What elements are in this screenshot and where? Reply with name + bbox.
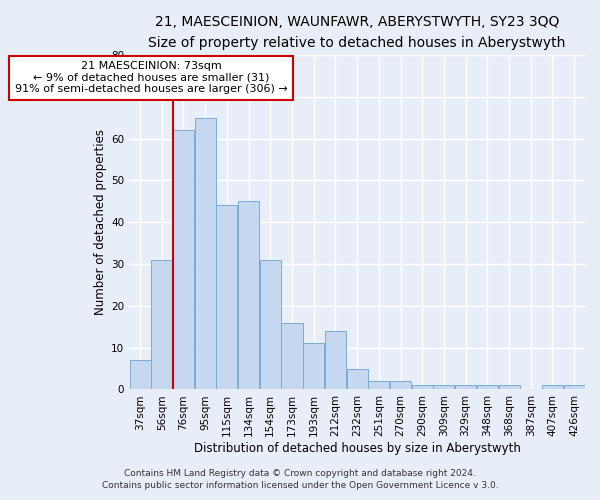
Bar xyxy=(281,322,302,390)
Bar xyxy=(325,331,346,390)
Bar xyxy=(347,368,368,390)
Bar xyxy=(151,260,172,390)
Bar xyxy=(499,386,520,390)
Bar xyxy=(455,386,476,390)
Bar xyxy=(194,118,216,390)
Bar xyxy=(542,386,563,390)
Y-axis label: Number of detached properties: Number of detached properties xyxy=(94,129,107,315)
Bar xyxy=(477,386,498,390)
Bar xyxy=(303,344,324,390)
Title: 21, MAESCEINION, WAUNFAWR, ABERYSTWYTH, SY23 3QQ
Size of property relative to de: 21, MAESCEINION, WAUNFAWR, ABERYSTWYTH, … xyxy=(148,15,566,50)
Text: Contains HM Land Registry data © Crown copyright and database right 2024.
Contai: Contains HM Land Registry data © Crown c… xyxy=(101,468,499,490)
Bar xyxy=(217,206,238,390)
Bar xyxy=(390,381,411,390)
Bar xyxy=(433,386,454,390)
Text: 21 MAESCEINION: 73sqm
← 9% of detached houses are smaller (31)
91% of semi-detac: 21 MAESCEINION: 73sqm ← 9% of detached h… xyxy=(14,61,287,94)
Bar xyxy=(412,386,433,390)
X-axis label: Distribution of detached houses by size in Aberystwyth: Distribution of detached houses by size … xyxy=(194,442,521,455)
Bar xyxy=(238,202,259,390)
Bar xyxy=(260,260,281,390)
Bar xyxy=(130,360,151,390)
Bar xyxy=(563,386,584,390)
Bar xyxy=(368,381,389,390)
Bar xyxy=(173,130,194,390)
